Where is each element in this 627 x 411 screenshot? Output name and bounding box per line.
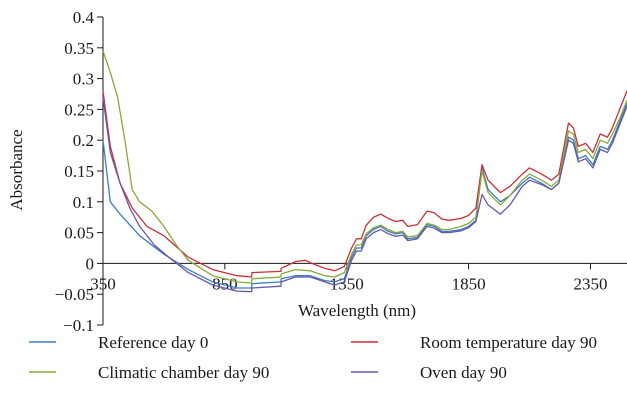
x-tick-label: 850 [212,274,238,293]
y-tick-label: 0.15 [64,162,94,181]
x-axis-ticks: 350 850 1350 1850 2350 [90,263,607,293]
x-tick-label: 1850 [452,274,486,293]
y-tick-label: 0.35 [64,39,94,58]
series-line-3 [102,50,627,284]
y-tick-label: 0.1 [73,193,94,212]
legend: Reference day 0 Room temperature day 90 Cl… [29,333,597,382]
series-line-1 [102,102,627,289]
legend-label: Oven day 90 [420,363,507,382]
x-axis-title: Wavelength (nm) [298,301,416,320]
y-axis-ticks: −0.1 −0.05 0 0.05 0.1 0.15 0.2 0.25 0.3 0.35 0.4 [55,8,103,335]
x-tick-label: 1350 [330,274,364,293]
series-line-4 [102,97,627,293]
y-tick-label: −0.05 [55,285,94,304]
y-tick-label: −0.1 [63,316,94,335]
series-lines [102,50,627,293]
y-axis-title: Absorbance [7,129,26,210]
y-tick-label: 0.2 [73,131,94,150]
legend-label: Room temperature day 90 [420,333,597,352]
y-tick-label: 0.3 [73,70,94,89]
y-tick-label: 0 [86,254,95,273]
legend-label: Climatic chamber day 90 [98,363,269,382]
y-tick-label: 0.25 [64,100,94,119]
y-tick-label: 0.4 [73,8,95,27]
legend-label: Reference day 0 [98,333,208,352]
x-tick-label: 2350 [573,274,607,293]
y-tick-label: 0.05 [64,224,94,243]
series-line-2 [102,90,627,278]
